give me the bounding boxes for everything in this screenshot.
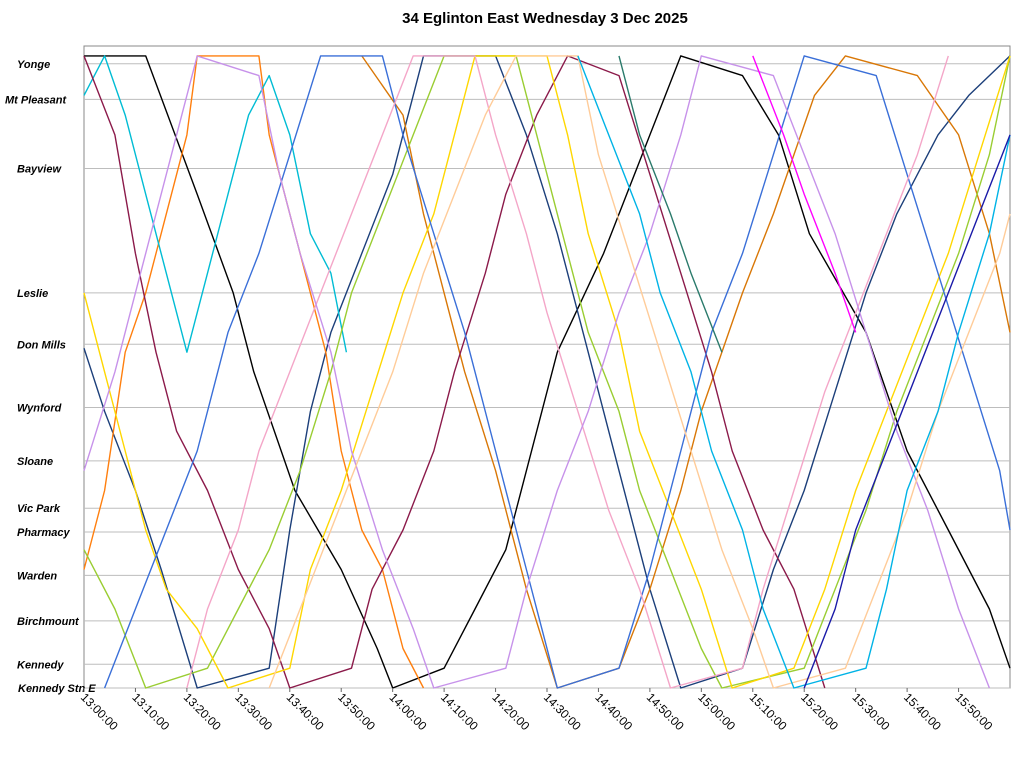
plot-area-frame	[83, 45, 1011, 689]
x-tick-label: 13:20:00	[181, 690, 224, 733]
trip-line	[361, 55, 1011, 689]
x-tick-label: 15:10:00	[747, 690, 790, 733]
stop-label: Birchmount	[17, 616, 80, 628]
x-tick-label: 13:50:00	[335, 690, 378, 733]
series-lines	[83, 55, 1011, 689]
x-tick-label: 13:10:00	[129, 690, 172, 733]
trip-line	[83, 55, 991, 689]
trip-line	[752, 55, 857, 333]
x-tick-label: 13:00:00	[78, 690, 121, 733]
stop-label: Leslie	[17, 288, 48, 300]
stop-label: Pharmacy	[17, 527, 70, 539]
stop-labels: Yonge Mt Pleasant Bayview Leslie Don Mills Wy…	[5, 59, 96, 695]
stop-label: Bayview	[17, 163, 62, 175]
trip-line	[803, 134, 1011, 689]
stop-label: Sloane	[17, 456, 53, 468]
x-tick-label: 14:30:00	[541, 690, 584, 733]
x-tick-label: 15:50:00	[952, 690, 995, 733]
x-tick-label: 14:00:00	[387, 690, 430, 733]
stop-label: Mt Pleasant	[5, 94, 67, 106]
stop-label: Don Mills	[17, 339, 66, 351]
trip-line	[83, 55, 1011, 689]
x-tick-label: 14:20:00	[489, 690, 532, 733]
x-tick-label: 14:50:00	[644, 690, 687, 733]
trip-line	[577, 55, 1011, 689]
trip-line	[103, 55, 1011, 689]
trip-line	[186, 55, 949, 689]
x-tick-label: 15:00:00	[695, 690, 738, 733]
stop-label: Warden	[17, 570, 57, 582]
chart-title: 34 Eglinton East Wednesday 3 Dec 2025	[402, 10, 688, 27]
trip-line	[83, 55, 425, 689]
x-tick-label: 14:10:00	[438, 690, 481, 733]
stop-label: Kennedy	[17, 659, 64, 671]
x-tick-label: 15:20:00	[798, 690, 841, 733]
stop-label: Kennedy Stn E	[18, 683, 96, 695]
trip-line	[618, 55, 723, 353]
stop-label: Yonge	[17, 59, 50, 71]
x-tick-label: 15:40:00	[901, 690, 944, 733]
time-tick-labels: 13:00:00 13:10:00 13:20:00 13:30:00 13:40:00…	[78, 688, 996, 733]
trip-line	[268, 55, 1011, 689]
trip-line	[83, 55, 348, 353]
stop-label: Wynford	[17, 402, 62, 414]
x-tick-label: 13:40:00	[284, 690, 327, 733]
trip-line	[83, 55, 826, 689]
x-tick-label: 15:30:00	[850, 690, 893, 733]
stop-label: Vic Park	[17, 503, 61, 515]
x-tick-label: 13:30:00	[232, 690, 275, 733]
x-tick-label: 14:40:00	[592, 690, 635, 733]
